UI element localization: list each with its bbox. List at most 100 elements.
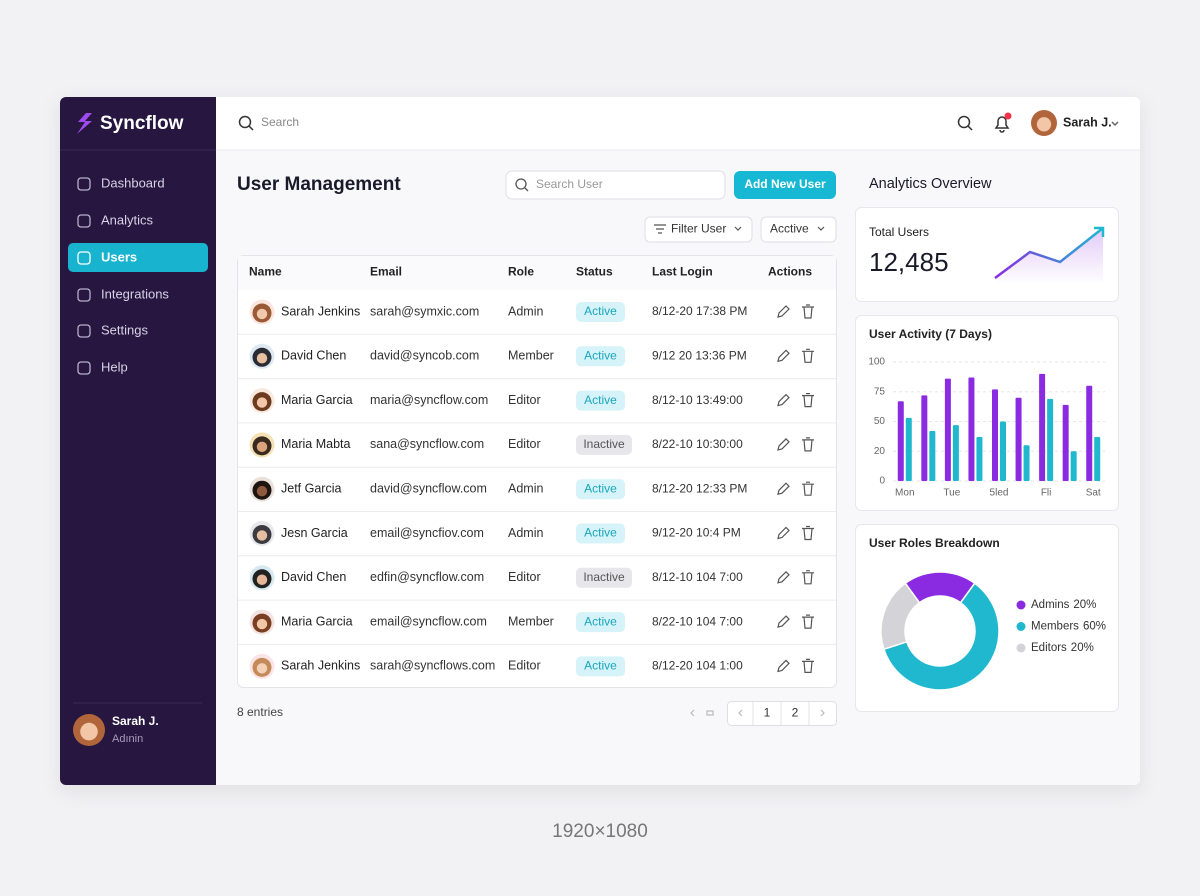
legend-dot [1016, 643, 1026, 653]
delete-button[interactable] [802, 348, 814, 363]
user-avatar-face [256, 663, 268, 674]
user-email: sarah@syncflows.com [370, 659, 495, 673]
table-header: Status [576, 265, 613, 279]
sidebar-user-role: Adınin [112, 733, 143, 745]
user-avatar-face [256, 530, 268, 541]
user-email: sana@syncflow.com [370, 437, 484, 451]
search-user: Search User [536, 177, 603, 191]
bar [1094, 436, 1101, 481]
last-login: 8/12-20 12:33 PM [652, 481, 747, 495]
last-login: 8/12-10 13:49:00 [652, 393, 743, 407]
user-avatar-face [256, 353, 268, 364]
bar [905, 417, 912, 481]
bar [992, 389, 998, 481]
nav-item[interactable]: Settings [101, 322, 148, 337]
nav-item[interactable]: Analytics [101, 212, 154, 227]
total-users-label: Total Users [869, 225, 929, 239]
user-name: David Chen [281, 349, 346, 363]
bar [1062, 404, 1069, 481]
legend-value: 20% [1073, 599, 1096, 611]
delete-button[interactable] [802, 393, 814, 408]
entries-count: 8 entries [237, 705, 283, 719]
user-avatar-face [256, 308, 268, 320]
user-role: Member [508, 349, 554, 363]
delete-button[interactable] [802, 525, 814, 541]
user-avatar-face [256, 618, 268, 630]
user-status: Active [584, 659, 617, 673]
bar [897, 401, 904, 481]
nav-item[interactable]: Users [101, 249, 137, 264]
legend-entry: Members 60% [1031, 621, 1106, 633]
bar [1047, 398, 1054, 481]
sidebar-user-name: Sarah J. [112, 714, 159, 728]
edit-button[interactable] [777, 482, 790, 496]
edit-button[interactable] [777, 570, 790, 584]
legend-entry: Admins 20% [1031, 599, 1096, 611]
delete-button[interactable] [802, 437, 814, 452]
pagination-dividers [752, 702, 810, 725]
user-role: Admin [508, 304, 543, 318]
edit-button[interactable] [777, 438, 790, 451]
user-avatar-face [256, 397, 268, 408]
edit-button[interactable] [777, 615, 790, 628]
delete-button[interactable] [802, 570, 814, 585]
edit-button[interactable] [777, 659, 790, 673]
search-box[interactable] [505, 170, 726, 200]
delete-button[interactable] [802, 614, 814, 629]
sparkline-area [995, 228, 1103, 285]
status-select[interactable] [760, 216, 837, 243]
user-name: Sarah Jenkins [281, 659, 360, 673]
user-status: Active [584, 304, 617, 318]
x-tick-label: Tue [943, 488, 960, 499]
status-badge [576, 656, 625, 677]
nav-item[interactable]: Dashboard [101, 175, 165, 190]
filter-button[interactable] [644, 216, 753, 243]
user-email: edfin@syncflow.com [370, 570, 484, 584]
user-email: david@syncflow.com [370, 481, 487, 495]
bar [1086, 385, 1093, 481]
status-badge [576, 567, 632, 588]
table-header: Actions [768, 265, 812, 279]
last-login: 8/12-20 17:38 PM [652, 304, 747, 318]
bar [976, 436, 983, 481]
nav-icon [77, 177, 91, 191]
edit-button[interactable] [777, 305, 790, 318]
y-tick-label: 0 [879, 476, 885, 487]
edit-button[interactable] [777, 393, 790, 407]
user-role: Editor [508, 659, 541, 673]
brand-name: Syncflow [100, 113, 184, 134]
user-email: sarah@symxic.com [370, 304, 479, 318]
user-name: Maria Garcia [281, 614, 353, 628]
brand-logo [77, 113, 92, 134]
pagination-arrows[interactable] [690, 709, 825, 717]
user-name: Jetf Garcia [281, 481, 341, 495]
add-button-label: Add New User [744, 177, 826, 191]
caption: 1920×1080 [552, 821, 648, 842]
user-status: Inactive [583, 437, 625, 451]
user-role: Editor [508, 393, 541, 407]
table-header: Email [370, 265, 402, 279]
page-button[interactable]: 2 [792, 706, 799, 720]
user-role: Editor [508, 437, 541, 451]
edit-button[interactable] [777, 349, 790, 363]
delete-button[interactable] [802, 481, 814, 496]
user-status: Inactive [583, 570, 625, 584]
topbar-user: Sarah J. [1063, 115, 1112, 129]
user-role: Admin [508, 481, 543, 495]
edit-button[interactable] [777, 526, 790, 540]
nav-item[interactable]: Integrations [101, 286, 169, 301]
user-avatar-face [256, 574, 268, 585]
delete-button[interactable] [802, 658, 814, 673]
delete-button[interactable] [802, 304, 814, 319]
legend-dot [1016, 600, 1026, 610]
y-tick-label: 20 [874, 446, 886, 457]
y-tick-label: 75 [874, 386, 886, 397]
page-button[interactable]: 1 [764, 706, 771, 720]
nav-item[interactable]: Help [101, 359, 128, 374]
status-badge [576, 302, 625, 322]
legend-entry: Editors 20% [1031, 642, 1094, 654]
add-user-button[interactable] [734, 171, 836, 199]
nav-icon [77, 214, 91, 228]
user-name: Maria Mabta [281, 437, 351, 451]
